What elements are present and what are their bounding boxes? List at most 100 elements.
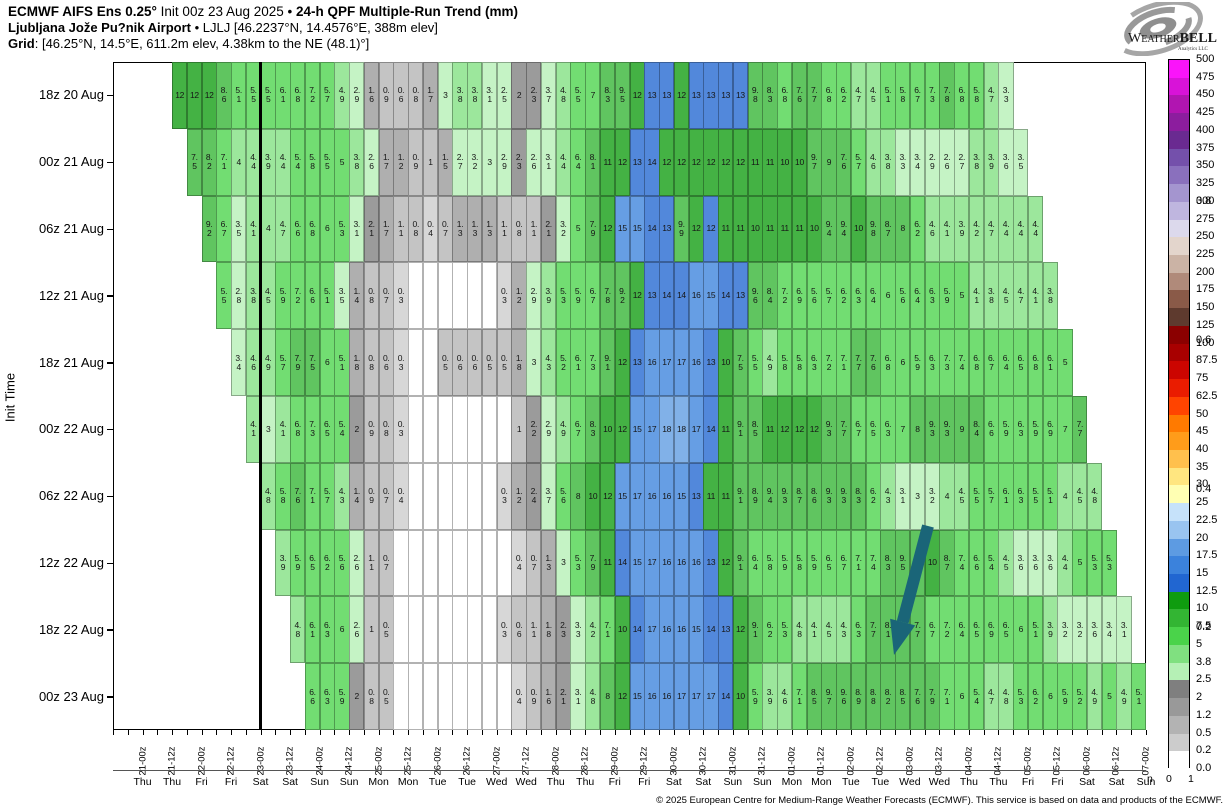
qpf-cell: 6. 6 <box>304 663 321 730</box>
day-of-week-label: Sat <box>282 776 298 788</box>
valid-time-label: 01-00z <box>786 746 798 776</box>
x-tick <box>1146 730 1147 735</box>
valid-time-label: 25-12z <box>402 746 414 776</box>
qpf-cell: 4. 7 <box>983 663 999 730</box>
colorbar-band <box>1169 166 1189 185</box>
qpf-cell: 8 <box>599 663 616 730</box>
qpf-cell: 5. 1 <box>231 62 247 129</box>
qpf-cell: 8 <box>895 596 911 664</box>
qpf-cell: 3. 6 <box>1027 529 1044 597</box>
qpf-cell: 5. 3 <box>1086 529 1103 597</box>
qpf-cell: 4. 1 <box>968 262 985 330</box>
svg-text:WEATHERBELL: WEATHERBELL <box>1128 31 1217 46</box>
valid-time-label: 04-00z <box>963 746 975 776</box>
qpf-cell: 12 <box>614 663 630 730</box>
x-tick <box>157 730 159 735</box>
qpf-cell: 5. 9 <box>747 663 763 730</box>
qpf-cell: 3. 9 <box>1042 596 1058 664</box>
qpf-cell: 13 <box>688 462 704 530</box>
qpf-cell <box>452 596 468 664</box>
x-tick <box>496 730 498 735</box>
x-tick <box>673 730 675 735</box>
qpf-cell: 10 <box>732 663 749 730</box>
colorbar-band <box>1169 644 1189 664</box>
x-tick <box>939 730 941 735</box>
qpf-cell: 3. 6 <box>1042 529 1058 597</box>
colorbar-tick-label: 300 <box>1196 194 1215 207</box>
valid-time-label: 05-12z <box>1051 746 1063 776</box>
init-time-label: 00z 21 Aug <box>38 154 104 170</box>
qpf-cell: 6. 7 <box>983 329 999 396</box>
qpf-cell: 10 <box>777 128 793 196</box>
qpf-cell: 7 <box>585 62 601 129</box>
qpf-cell: 4. 3 <box>334 462 350 530</box>
qpf-cell: 14 <box>718 663 734 730</box>
valid-time-label: 24-00z <box>314 746 326 776</box>
valid-time-label: 27-12z <box>520 746 532 776</box>
chart-header: ECMWF AIFS Ens 0.25° Init 00z 23 Aug 202… <box>8 4 518 52</box>
day-of-week-label: Sat <box>252 776 269 788</box>
valid-time-label: 02-12z <box>874 746 886 776</box>
colorbar-band <box>1169 662 1189 681</box>
colorbar-tick-label: 500 <box>1196 53 1215 65</box>
y-tick <box>107 362 113 364</box>
qpf-cell: 7. 9 <box>924 663 940 730</box>
hurricane-swirl-icon: WEATHERBELL Analytics LLC <box>1113 0 1217 57</box>
qpf-cell: 2. 2 <box>526 396 542 463</box>
qpf-cell: 5. 8 <box>791 329 808 396</box>
qpf-cell: 11 <box>732 195 749 263</box>
qpf-cell: 11 <box>718 396 734 463</box>
qpf-cell: 1. 6 <box>540 663 557 730</box>
qpf-cell: 14 <box>659 262 675 330</box>
qpf-cell: 3 <box>526 329 542 396</box>
qpf-cell: 13 <box>629 329 645 396</box>
day-of-week-label: Sat <box>695 776 712 788</box>
qpf-cell: 8. 3 <box>762 62 778 129</box>
x-tick <box>777 730 779 735</box>
qpf-cell: 17 <box>673 329 690 396</box>
colorbar-tick-label: 2 <box>1196 691 1203 704</box>
colorbar-tick-label: 50 <box>1196 407 1209 420</box>
qpf-cell: 0. 6 <box>393 62 409 129</box>
colorbar-band <box>1169 680 1189 699</box>
qpf-cell: 3. 6 <box>1086 596 1103 664</box>
day-of-week-label: Sat <box>665 776 682 788</box>
qpf-cell: 17 <box>688 663 704 730</box>
qpf-cell: 6. 3 <box>850 596 867 664</box>
qpf-cell <box>408 596 424 664</box>
qpf-cell: 12 <box>718 529 734 597</box>
qpf-cell <box>422 663 439 730</box>
qpf-cell: 5. 8 <box>777 329 793 396</box>
colorbar-band <box>1169 77 1189 96</box>
qpf-cell: 7. 6 <box>836 128 852 196</box>
day-of-week-label: Fri <box>195 776 208 788</box>
qpf-cell: 0. 3 <box>496 262 512 330</box>
qpf-cell: 5. 9 <box>290 529 306 597</box>
qpf-cell: 12 <box>614 128 630 196</box>
x-tick <box>998 730 1000 735</box>
qpf-cell: 2. 5 <box>496 62 512 129</box>
qpf-cell: 2. 3 <box>511 128 527 196</box>
qpf-cell: 2. 6 <box>939 128 955 196</box>
colorbar-band <box>1169 396 1189 415</box>
valid-time-label: 06-00z <box>1081 746 1093 776</box>
qpf-cell: 7. 1 <box>599 596 616 664</box>
x-tick <box>659 730 660 735</box>
qpf-cell: 6. 4 <box>954 596 970 664</box>
x-tick <box>791 730 793 735</box>
qpf-cell: 6 <box>1013 596 1029 664</box>
qpf-cell: 6. 8 <box>821 62 837 129</box>
qpf-cell: 7. 6 <box>791 62 808 129</box>
qpf-cell: 4. 7 <box>275 195 291 263</box>
qpf-cell: 6. 3 <box>319 663 335 730</box>
colorbar-band <box>1169 130 1189 150</box>
qpf-cell: 11 <box>762 396 778 463</box>
qpf-cell: 9 <box>954 396 970 463</box>
qpf-cell: 7. 1 <box>836 329 852 396</box>
qpf-cell: 0. 8 <box>511 195 527 263</box>
qpf-cell: 0. 6 <box>378 329 394 396</box>
init-note: Init 00z 23 Aug 2025 • <box>156 4 297 19</box>
qpf-cell: 1. 1 <box>393 195 409 263</box>
colorbar-tick-label: 35 <box>1196 460 1209 473</box>
colorbar-tick-label: 475 <box>1196 70 1215 83</box>
